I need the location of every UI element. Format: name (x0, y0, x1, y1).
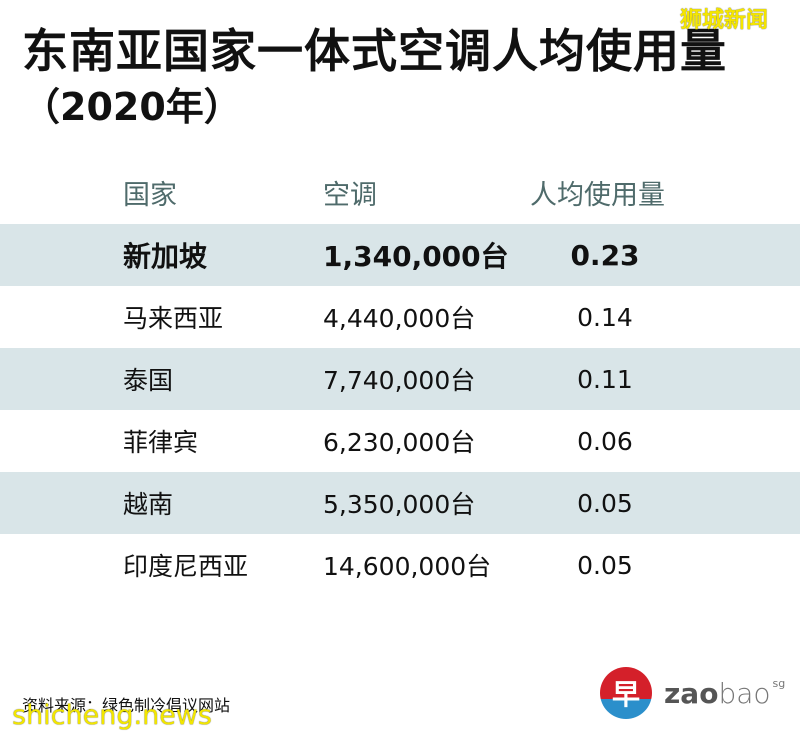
cell-units: 1,340,000台 (323, 240, 509, 273)
watermark-bottom: shicheng.news (12, 700, 212, 731)
cell-country: 菲律宾 (123, 428, 199, 457)
cell-per-capita: 0.05 (577, 550, 633, 580)
table-row: 菲律宾 6,230,000台 0.06 (0, 410, 800, 472)
table-row: 越南 5,350,000台 0.05 (0, 472, 800, 534)
table-row: 印度尼西亚 14,600,000台 0.05 (0, 534, 800, 596)
chart-title: 东南亚国家一体式空调人均使用量 (22, 24, 727, 78)
data-table: 国家 空调 人均使用量 新加坡 1,340,000台 0.23 马来西亚 4,4… (0, 160, 800, 596)
table-row: 马来西亚 4,440,000台 0.14 (0, 286, 800, 348)
watermark-top: 狮城新闻 (680, 8, 769, 33)
wordmark-bold: zao (664, 676, 719, 710)
cell-units: 4,440,000台 (323, 304, 476, 333)
cell-country: 越南 (123, 490, 174, 519)
cell-country: 马来西亚 (123, 304, 224, 333)
cell-country: 印度尼西亚 (123, 552, 249, 581)
header-country: 国家 (123, 179, 177, 211)
source-note: 资料来源：绿色制冷倡议网站 (22, 696, 231, 715)
table-header-row: 国家 空调 人均使用量 (0, 160, 800, 224)
zaobao-wordmark: zao bao sg (664, 677, 785, 710)
cell-per-capita: 0.06 (577, 426, 633, 456)
cell-units: 7,740,000台 (323, 366, 476, 395)
cell-per-capita: 0.05 (577, 488, 633, 518)
wordmark-suffix: sg (772, 676, 786, 690)
cell-units: 14,600,000台 (323, 552, 492, 581)
cell-per-capita: 0.14 (577, 302, 633, 332)
zaobao-logo-icon: 早 (600, 667, 652, 719)
zaobao-logo: 早 zao bao sg (600, 667, 785, 719)
cell-country: 泰国 (123, 366, 174, 395)
cell-country: 新加坡 (123, 240, 208, 273)
cell-per-capita: 0.23 (570, 238, 640, 272)
cell-per-capita: 0.11 (577, 364, 633, 394)
cell-units: 5,350,000台 (323, 490, 476, 519)
header-per-capita: 人均使用量 (530, 179, 665, 211)
cell-units: 6,230,000台 (323, 428, 476, 457)
wordmark-light: bao (718, 676, 771, 710)
table-row: 新加坡 1,340,000台 0.23 (0, 224, 800, 286)
header-units: 空调 (323, 179, 377, 211)
table-row: 泰国 7,740,000台 0.11 (0, 348, 800, 410)
chart-subtitle: （2020年） (22, 85, 242, 129)
